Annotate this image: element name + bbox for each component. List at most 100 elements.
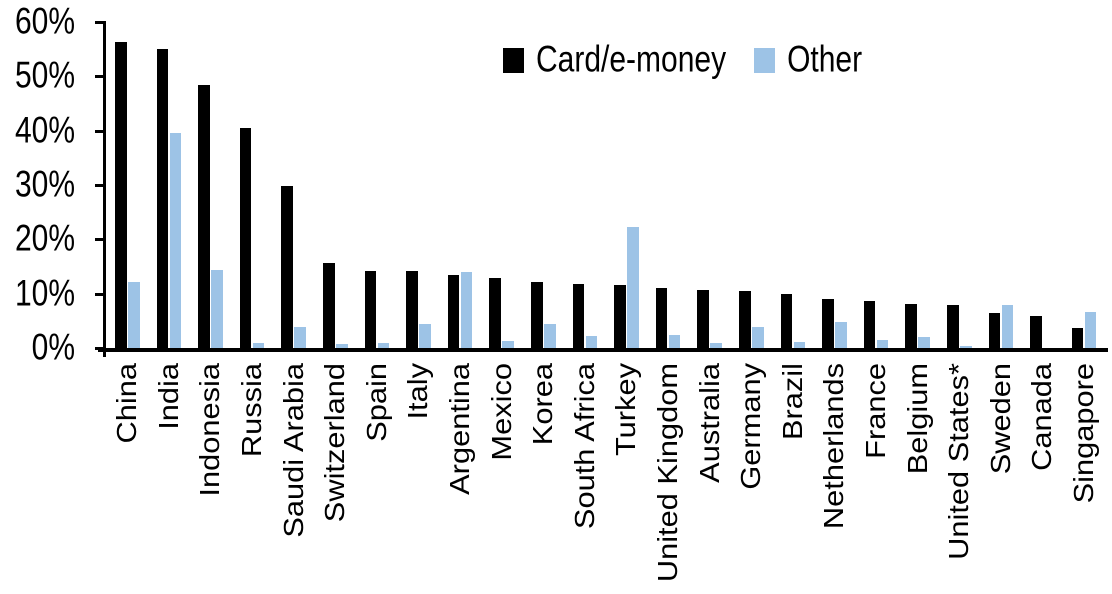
bar-other-south-africa bbox=[585, 335, 598, 348]
x-category-label-sweden: Sweden bbox=[984, 363, 1016, 475]
y-tick-mark bbox=[95, 129, 104, 133]
x-category-label-france: France bbox=[860, 363, 892, 459]
x-category-label-argentina: Argentina bbox=[444, 363, 476, 495]
x-category-label-singapore: Singapore bbox=[1068, 363, 1100, 504]
y-axis-line bbox=[103, 21, 106, 357]
x-category-label-netherlands: Netherlands bbox=[818, 363, 850, 530]
bar-other-switzerland bbox=[336, 343, 348, 348]
x-category-label-germany: Germany bbox=[735, 363, 767, 490]
bar-other-india bbox=[169, 132, 182, 348]
x-category-label-india: India bbox=[152, 363, 184, 430]
y-tick-mark bbox=[95, 292, 104, 296]
bar-other-argentina bbox=[460, 272, 473, 348]
bar-other-united-states bbox=[960, 346, 972, 348]
bar-other-france bbox=[876, 339, 889, 348]
bar-card-e-money-australia bbox=[697, 289, 709, 348]
bar-card-e-money-germany bbox=[739, 290, 751, 348]
legend-item-card-e-money: Card/e-money bbox=[503, 41, 726, 78]
bar-card-e-money-mexico bbox=[489, 277, 501, 348]
legend-item-other: Other bbox=[754, 41, 862, 78]
y-tick-label-text: 0% bbox=[31, 326, 75, 368]
bar-card-e-money-argentina bbox=[447, 275, 460, 348]
x-category-label-canada: Canada bbox=[1026, 363, 1058, 471]
bar-card-e-money-singapore bbox=[1071, 327, 1084, 348]
x-category-label-saudi-arabia: Saudi Arabia bbox=[277, 363, 309, 538]
bar-card-e-money-netherlands bbox=[822, 298, 834, 348]
y-tick-label: 30% bbox=[0, 166, 75, 204]
y-tick-mark bbox=[95, 184, 104, 187]
x-category-label-south-africa: South Africa bbox=[568, 363, 600, 530]
y-tick-label-text: 20% bbox=[14, 218, 75, 260]
bar-other-belgium bbox=[918, 337, 930, 348]
bar-other-germany bbox=[752, 327, 764, 348]
bar-card-e-money-south-africa bbox=[572, 284, 585, 348]
bar-other-italy bbox=[419, 323, 431, 348]
y-tick-mark bbox=[95, 238, 104, 242]
y-tick-label-text: 10% bbox=[14, 272, 75, 314]
x-category-label-brazil: Brazil bbox=[776, 363, 808, 441]
bar-card-e-money-brazil bbox=[780, 294, 793, 348]
y-tick-label-text: 40% bbox=[14, 109, 75, 151]
y-tick-label-text: 30% bbox=[14, 163, 75, 205]
bar-card-e-money-russia bbox=[239, 128, 252, 348]
bar-card-e-money-united-kingdom bbox=[655, 287, 668, 348]
bar-card-e-money-italy bbox=[406, 271, 418, 348]
bar-other-russia bbox=[252, 342, 265, 348]
y-tick-label-text: 50% bbox=[14, 55, 75, 97]
legend: Card/e-money Other bbox=[503, 41, 862, 78]
x-category-label-spain: Spain bbox=[360, 363, 392, 442]
x-category-label-australia: Australia bbox=[693, 363, 725, 483]
bar-other-brazil bbox=[793, 342, 806, 348]
x-category-label-china: China bbox=[111, 363, 143, 444]
y-tick-label-text: 60% bbox=[14, 0, 75, 42]
x-category-label-korea: Korea bbox=[527, 363, 559, 446]
x-category-label-mexico: Mexico bbox=[485, 363, 517, 461]
legend-swatch-other bbox=[754, 47, 776, 73]
x-category-label-united-states: United States* bbox=[943, 363, 975, 560]
bar-other-sweden bbox=[1001, 304, 1014, 348]
bar-other-australia bbox=[710, 342, 722, 348]
bar-card-e-money-saudi-arabia bbox=[281, 186, 293, 348]
bar-card-e-money-france bbox=[863, 301, 876, 348]
y-tick-mark bbox=[95, 75, 104, 79]
legend-label-card-e-money: Card/e-money bbox=[536, 38, 727, 80]
bar-card-e-money-belgium bbox=[905, 303, 917, 348]
y-tick-label: 60% bbox=[0, 3, 75, 41]
bar-other-china bbox=[128, 281, 140, 348]
x-category-label-italy: Italy bbox=[402, 363, 434, 420]
x-category-label-united-kingdom: United Kingdom bbox=[652, 363, 684, 583]
y-tick-label: 0% bbox=[0, 329, 75, 367]
bar-other-korea bbox=[544, 323, 556, 348]
legend-label-other: Other bbox=[787, 38, 863, 80]
bar-other-turkey bbox=[627, 226, 639, 348]
bar-other-singapore bbox=[1084, 311, 1097, 348]
bar-other-saudi-arabia bbox=[294, 326, 306, 348]
bar-card-e-money-turkey bbox=[614, 284, 626, 348]
y-tick-label: 20% bbox=[0, 220, 75, 258]
x-category-label-switzerland: Switzerland bbox=[319, 363, 351, 523]
x-axis-line bbox=[98, 347, 1108, 352]
x-category-label-indonesia: Indonesia bbox=[194, 363, 226, 497]
bar-card-e-money-indonesia bbox=[198, 85, 210, 348]
y-tick-mark bbox=[95, 21, 104, 24]
bar-other-united-kingdom bbox=[668, 334, 681, 348]
bar-card-e-money-sweden bbox=[988, 312, 1001, 348]
bar-other-mexico bbox=[502, 340, 514, 348]
x-category-label-turkey: Turkey bbox=[610, 363, 642, 457]
bar-card-e-money-united-states bbox=[947, 305, 959, 348]
bar-other-indonesia bbox=[211, 269, 223, 348]
bar-other-spain bbox=[377, 343, 390, 348]
bar-card-e-money-switzerland bbox=[323, 263, 335, 348]
legend-swatch-card-e-money bbox=[503, 47, 524, 73]
bar-card-e-money-india bbox=[156, 49, 169, 348]
bar-card-e-money-korea bbox=[531, 281, 543, 348]
bar-card-e-money-canada bbox=[1030, 315, 1042, 348]
bar-card-e-money-spain bbox=[364, 270, 377, 348]
y-tick-label: 40% bbox=[0, 111, 75, 149]
x-category-label-belgium: Belgium bbox=[901, 363, 933, 475]
y-tick-label: 10% bbox=[0, 274, 75, 312]
x-category-label-russia: Russia bbox=[236, 363, 268, 458]
y-tick-label: 50% bbox=[0, 57, 75, 95]
bar-card-e-money-china bbox=[115, 42, 127, 348]
